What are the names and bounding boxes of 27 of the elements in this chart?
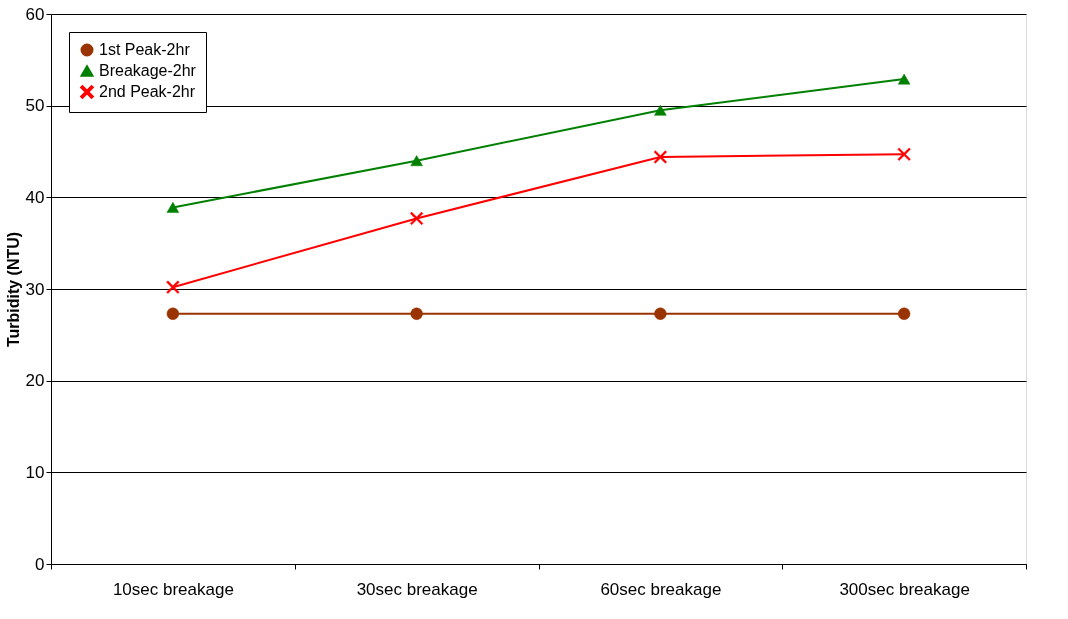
point bbox=[897, 73, 911, 85]
point bbox=[166, 280, 180, 294]
legend-label: 1st Peak-2hr bbox=[99, 41, 191, 58]
point bbox=[166, 307, 180, 320]
point bbox=[654, 104, 667, 116]
x-tick-label: 60sec breakage bbox=[600, 579, 722, 599]
x-tick-label: 30sec breakage bbox=[356, 579, 478, 599]
y-tick-label: 30 bbox=[25, 279, 45, 299]
y-tick-label: 10 bbox=[25, 462, 45, 482]
y-tick-label: 40 bbox=[25, 187, 45, 207]
y-tick-label: 20 bbox=[25, 371, 45, 391]
y-tick-label: 50 bbox=[25, 96, 45, 116]
point bbox=[897, 147, 911, 161]
point bbox=[410, 155, 423, 167]
point bbox=[410, 211, 424, 225]
point bbox=[410, 307, 423, 320]
point bbox=[897, 307, 911, 320]
y-tick-label: 0 bbox=[35, 554, 45, 574]
legend-label: Breakage-2hr bbox=[99, 62, 197, 79]
point bbox=[654, 307, 667, 320]
legend-label: 2nd Peak-2hr bbox=[99, 83, 196, 100]
x-tick-label: 10sec breakage bbox=[112, 579, 234, 599]
point bbox=[653, 150, 667, 164]
y-tick-label: 60 bbox=[25, 4, 45, 24]
x-tick-label: 300sec breakage bbox=[839, 579, 970, 599]
point bbox=[166, 202, 180, 213]
y-axis-title: Turbidity (NTU) bbox=[4, 231, 22, 348]
